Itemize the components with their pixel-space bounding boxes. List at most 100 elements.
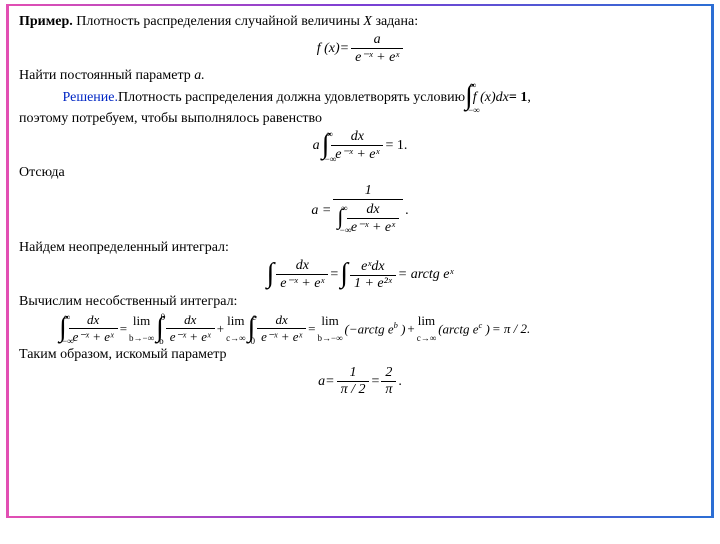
eq4-int1: ∫ <box>267 264 275 287</box>
equation-3: a = 1 ∞ ∫ −∞ dx e⁻ˣ + eˣ . <box>19 183 701 238</box>
eq5-arg1-a: (−arctg e <box>345 321 394 336</box>
solution-label: Решение. <box>63 90 119 106</box>
eq5-arg1: (−arctg eb ) <box>345 320 406 337</box>
solution-line: Решение. Плотность распределения должна … <box>19 86 701 109</box>
eq5-upper3: c <box>252 312 256 322</box>
eq5-lim2-txt: lim <box>227 313 244 328</box>
eq5-frac3: dx e⁻ˣ + eˣ <box>257 312 306 345</box>
solution-int: ∞ ∫ −∞ <box>465 86 473 109</box>
eq5-int3: c ∫ 0 <box>247 318 255 340</box>
eq5-eq1: = <box>120 321 127 337</box>
equation-6: a= 1 π / 2 = 2 π . <box>19 365 701 398</box>
eq4-num2: eˣdx <box>350 259 396 275</box>
eq5-frac2: dx e⁻ˣ + eˣ <box>166 312 215 345</box>
eq5-lim2-sub: c→∞ <box>226 333 245 343</box>
eq6-frac2: 2 π <box>381 365 396 398</box>
solution-rest: Плотность распределения должна удовлетво… <box>118 90 465 106</box>
header-rest: Плотность распределения случайной величи… <box>73 14 364 29</box>
equation-5: ∞ ∫ −∞ dx e⁻ˣ + eˣ = lim b→−∞ 0 ∫ b dx e⁻… <box>59 312 701 345</box>
find-text: Найти постоянный параметр <box>19 68 194 83</box>
thus-line: Таким образом, искомый параметр <box>19 347 701 363</box>
eq3-dot: . <box>405 203 409 219</box>
eq5-eq2: = <box>308 321 315 337</box>
eq1-num: a <box>351 32 403 48</box>
eq5-arg2-a: (arctg e <box>438 321 478 336</box>
eq3-den-num: dx <box>347 202 399 218</box>
eq4-frac1: dx e⁻ˣ + eˣ <box>276 258 328 292</box>
eq4-frac2: eˣdx 1 + e²ˣ <box>350 259 396 292</box>
eq5-int1: ∞ ∫ −∞ <box>59 318 67 340</box>
eq6-frac1: 1 π / 2 <box>337 365 370 398</box>
eq3-num: 1 <box>333 183 403 199</box>
solution-indent <box>19 90 63 106</box>
header-line: Пример. Плотность распределения случайно… <box>19 14 701 30</box>
eq5-lower2: b <box>159 336 164 346</box>
eq2-rhs: = 1. <box>385 138 407 154</box>
eq3-lhs: a = <box>311 203 331 219</box>
eq3-den-frac: dx e⁻ˣ + eˣ <box>347 202 399 236</box>
eq5-den3: e⁻ˣ + eˣ <box>257 328 306 345</box>
eq5-lim3-txt: lim <box>321 313 338 328</box>
eq6-den1: π / 2 <box>337 381 370 398</box>
find-var: a. <box>194 68 205 83</box>
eq5-frac1: dx e⁻ˣ + eˣ <box>69 312 118 345</box>
eq5-lim1-sub: b→−∞ <box>129 333 154 343</box>
eq6-den2: π <box>381 381 396 398</box>
eq5-lim1-txt: lim <box>133 313 150 328</box>
eq2-frac: dx e⁻ˣ + eˣ <box>331 129 383 163</box>
eq5-arg2-b: ) <box>482 321 490 336</box>
eq5-lower1: −∞ <box>62 336 74 346</box>
eq6-eq: = <box>371 374 379 390</box>
header-var: X <box>363 14 372 29</box>
eq5-lim3: limb→−∞ <box>318 313 343 345</box>
eq5-lower3: 0 <box>251 336 256 346</box>
eq6-dot: . <box>398 374 402 390</box>
eq6-lhs: a= <box>318 374 334 390</box>
eq1-den: e⁻ˣ + eˣ <box>351 48 403 66</box>
eq4-den1: e⁻ˣ + eˣ <box>276 274 328 292</box>
header-end: задана: <box>372 14 418 29</box>
eq3-den-lower: −∞ <box>340 225 352 235</box>
eq5-arg1-b: ) <box>398 321 406 336</box>
content-frame: Пример. Плотность распределения случайно… <box>6 4 714 518</box>
hence-line: Отсюда <box>19 165 701 181</box>
eq6-num1: 1 <box>337 365 370 381</box>
header-bold: Пример. <box>19 14 73 29</box>
eq4-eq1: = <box>330 267 338 283</box>
eq3-den: ∞ ∫ −∞ dx e⁻ˣ + eˣ <box>333 199 403 238</box>
eq2-lower: −∞ <box>325 154 337 164</box>
eq4-rhs: = arctg eˣ <box>398 267 454 283</box>
eq4-int2-sym: ∫ <box>340 264 348 284</box>
eq1-lhs: f (x)= <box>317 41 349 57</box>
therefore-line: поэтому потребуем, чтобы выполнялось рав… <box>19 111 701 127</box>
eq2-den: e⁻ˣ + eˣ <box>331 145 383 163</box>
eq5-lim4: lim c→∞ <box>417 313 436 345</box>
eq5-lim2: lim c→∞ <box>226 313 245 345</box>
improper-line: Вычислим несобственный интеграл: <box>19 294 701 310</box>
solution-int-lower: −∞ <box>468 105 480 115</box>
eq3-den-upper: ∞ <box>341 203 347 213</box>
eq5-lim4-txt: lim <box>418 313 435 328</box>
eq3-bigfrac: 1 ∞ ∫ −∞ dx e⁻ˣ + eˣ <box>333 183 403 238</box>
eq5-lim4-sub: c→∞ <box>417 333 436 343</box>
eq3-den-int: ∞ ∫ −∞ <box>337 209 343 229</box>
eq5-int2: 0 ∫ b <box>156 318 164 340</box>
eq5-arg2: (arctg ec ) <box>438 320 490 337</box>
eq5-den1: e⁻ˣ + eˣ <box>69 328 118 345</box>
eq5-upper2: 0 <box>161 312 166 322</box>
eq5-upper1: ∞ <box>64 312 70 322</box>
eq4-int1-sym: ∫ <box>267 264 275 284</box>
equation-2: a ∞ ∫ −∞ dx e⁻ˣ + eˣ = 1. <box>19 129 701 163</box>
solution-eq: = 1 <box>509 90 527 106</box>
eq5-plus2: + <box>407 321 414 337</box>
indef-line: Найдем неопределенный интеграл: <box>19 240 701 256</box>
eq5-num3: dx <box>257 312 306 328</box>
eq6-num2: 2 <box>381 365 396 381</box>
eq5-plus1: + <box>217 321 224 337</box>
eq2-int: ∞ ∫ −∞ <box>322 135 330 158</box>
eq1-frac: a e⁻ˣ + eˣ <box>351 32 403 66</box>
solution-comma: , <box>527 90 531 106</box>
equation-1: f (x)= a e⁻ˣ + eˣ <box>19 32 701 66</box>
eq5-lim1: lim b→−∞ <box>129 313 154 345</box>
eq4-den2: 1 + e²ˣ <box>350 275 396 292</box>
